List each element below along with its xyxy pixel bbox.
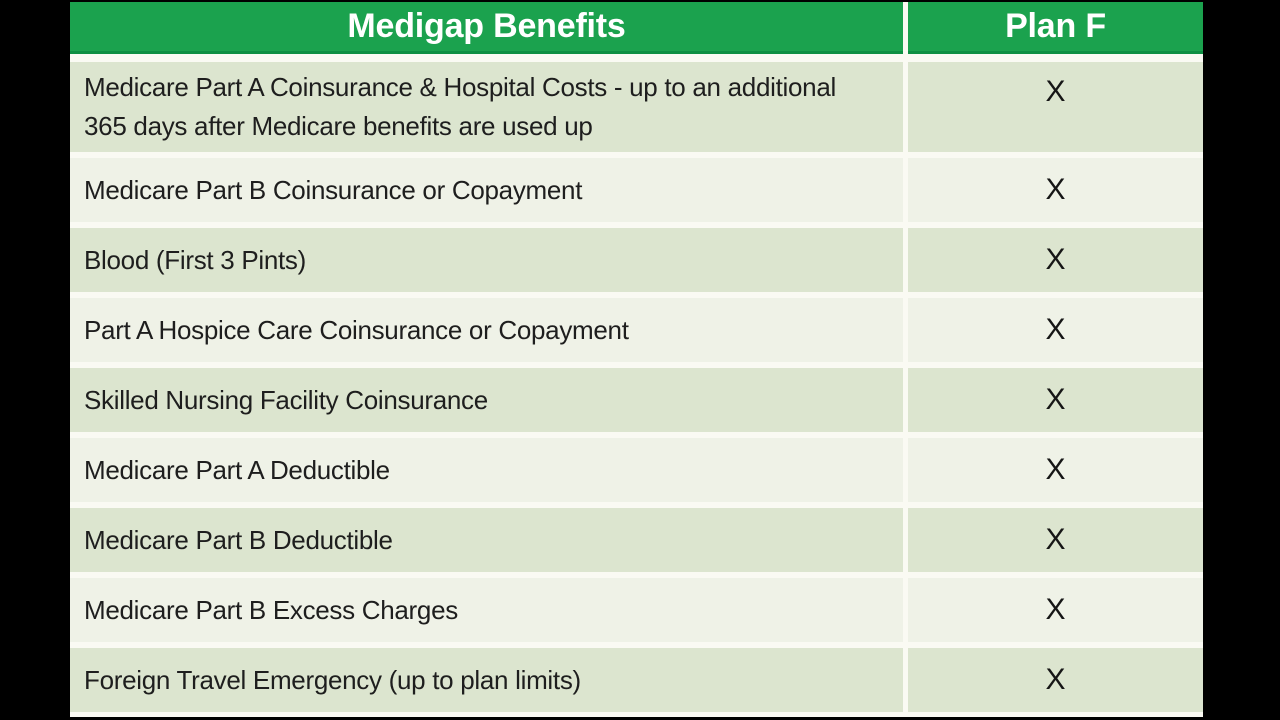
table-row-part-a-deductible: Medicare Part A Deductible X — [70, 438, 1203, 502]
table-row-foreign-travel: Foreign Travel Emergency (up to plan lim… — [70, 648, 1203, 712]
table-row-skilled-nursing: Skilled Nursing Facility Coinsurance X — [70, 368, 1203, 432]
plan-f-mark: X — [908, 508, 1203, 572]
table-row-part-b-deductible: Medicare Part B Deductible X — [70, 508, 1203, 572]
table-row-blood: Blood (First 3 Pints) X — [70, 228, 1203, 292]
plan-f-mark: X — [908, 648, 1203, 712]
plan-f-mark: X — [908, 62, 1203, 152]
benefit-label: Medicare Part B Deductible — [70, 508, 903, 572]
column-header-medigap-benefits: Medigap Benefits — [70, 2, 903, 54]
table-header-row: Medigap Benefits Plan F — [70, 2, 1203, 54]
plan-f-mark: X — [908, 228, 1203, 292]
medigap-benefits-table: Medigap Benefits Plan F Medicare Part A … — [70, 0, 1203, 717]
benefit-label: Medicare Part B Coinsurance or Copayment — [70, 158, 903, 222]
benefit-label: Medicare Part A Coinsurance & Hospital C… — [70, 62, 903, 152]
benefit-label: Part A Hospice Care Coinsurance or Copay… — [70, 298, 903, 362]
benefit-label: Medicare Part B Excess Charges — [70, 578, 903, 642]
plan-f-mark: X — [908, 368, 1203, 432]
plan-f-mark: X — [908, 298, 1203, 362]
column-header-plan-f: Plan F — [908, 2, 1203, 54]
table-row-hospice-care: Part A Hospice Care Coinsurance or Copay… — [70, 298, 1203, 362]
table-row-part-b-excess: Medicare Part B Excess Charges X — [70, 578, 1203, 642]
benefit-label: Foreign Travel Emergency (up to plan lim… — [70, 648, 903, 712]
plan-f-mark: X — [908, 578, 1203, 642]
benefit-label: Skilled Nursing Facility Coinsurance — [70, 368, 903, 432]
plan-f-mark: X — [908, 158, 1203, 222]
plan-f-mark: X — [908, 438, 1203, 502]
benefit-label: Medicare Part A Deductible — [70, 438, 903, 502]
table-row-part-a-coinsurance: Medicare Part A Coinsurance & Hospital C… — [70, 62, 1203, 152]
table-row-part-b-coinsurance: Medicare Part B Coinsurance or Copayment… — [70, 158, 1203, 222]
benefit-label: Blood (First 3 Pints) — [70, 228, 903, 292]
